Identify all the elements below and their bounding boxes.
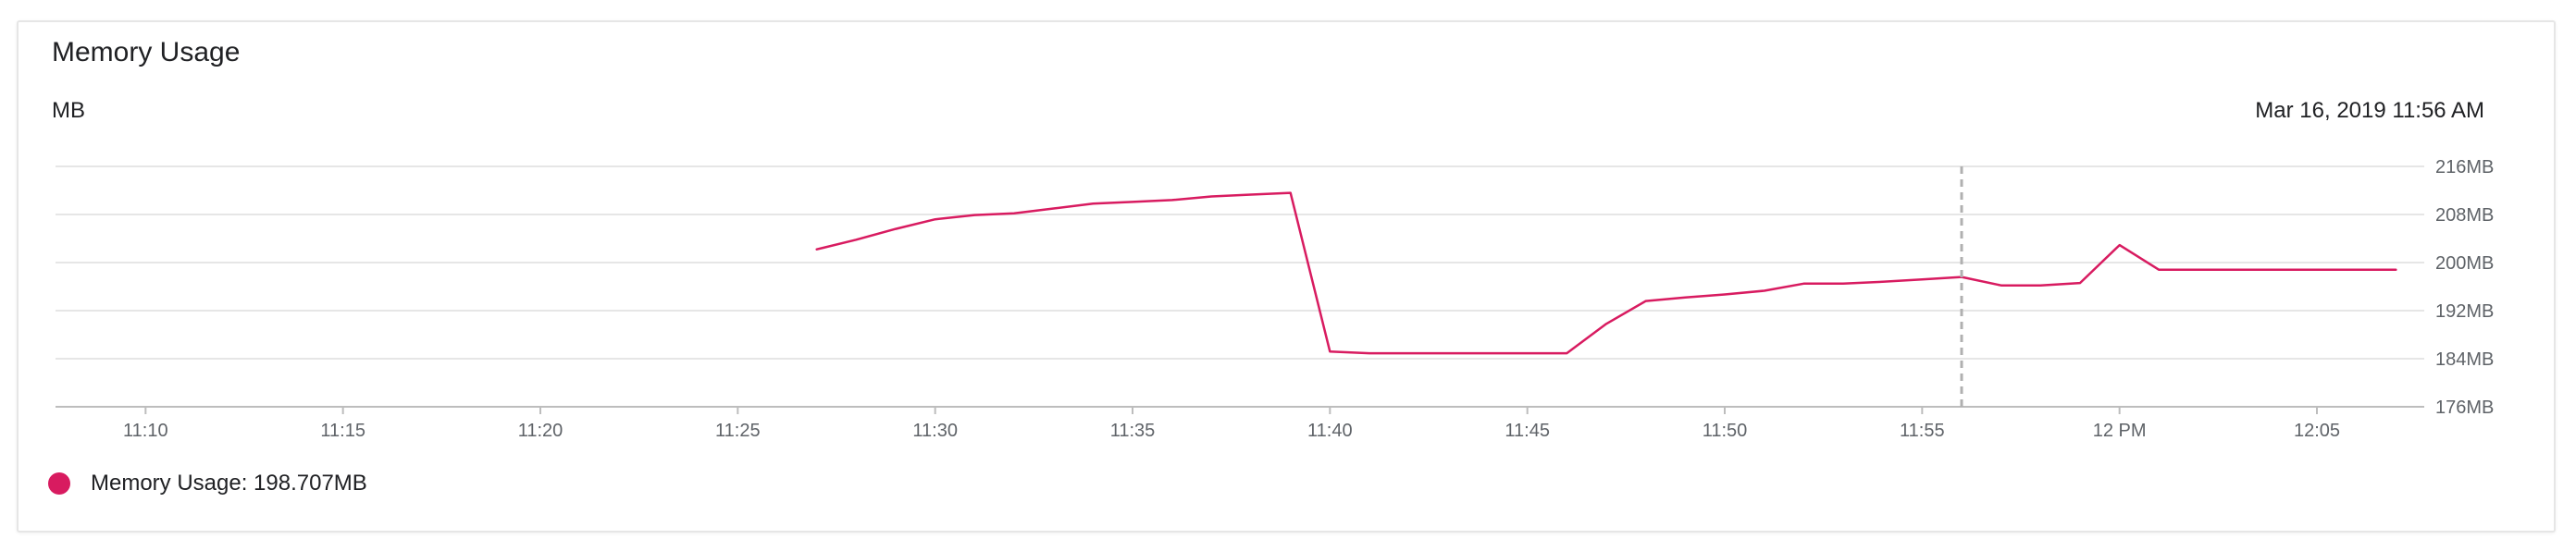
y-axis-ticks: 176MB 184MB 192MB 200MB 208MB 216MB	[2435, 157, 2494, 418]
x-tick-label: 12:05	[2294, 421, 2340, 441]
cursor-timestamp: Mar 16, 2019 11:56 AM	[2255, 98, 2484, 123]
memory-usage-card	[17, 20, 2556, 533]
data-point	[1446, 351, 1450, 355]
x-tick-label: 11:35	[1110, 421, 1156, 441]
data-point	[1170, 198, 1174, 202]
data-point	[1565, 351, 1568, 355]
x-tick-label: 11:25	[715, 421, 761, 441]
data-point	[2157, 268, 2161, 272]
grid-lines	[56, 165, 2424, 408]
data-point	[1289, 191, 1293, 195]
data-point	[2315, 268, 2319, 272]
unit-label: MB	[52, 98, 85, 123]
data-point	[1131, 200, 1134, 203]
data-point	[1052, 207, 1056, 211]
series-line	[815, 191, 2397, 355]
data-point	[1683, 296, 1687, 300]
data-point	[1407, 351, 1411, 355]
data-point	[1526, 351, 1530, 355]
y-tick-label: 216MB	[2435, 157, 2494, 178]
x-tick-label: 11:10	[123, 421, 168, 441]
x-tick-label: 11:55	[1900, 421, 1945, 441]
x-axis-ticks: 11:10 11:15 11:20 11:25 11:30 11:35 11:40 11:45…	[123, 407, 2340, 441]
data-point	[1486, 351, 1490, 355]
y-tick-label: 176MB	[2435, 398, 2494, 418]
data-point	[1012, 212, 1016, 215]
series-layer	[815, 191, 2397, 355]
data-point	[2275, 268, 2279, 272]
data-point	[1209, 195, 1213, 199]
data-point	[1723, 292, 1727, 296]
data-point	[1841, 282, 1845, 286]
y-tick-label: 208MB	[2435, 205, 2494, 226]
y-tick-label: 184MB	[2435, 349, 2494, 370]
data-point	[2038, 284, 2042, 288]
chart-title: Memory Usage	[52, 37, 241, 67]
data-point	[1091, 202, 1095, 205]
data-point	[2078, 281, 2082, 285]
x-tick-label: 11:30	[912, 421, 958, 441]
legend[interactable]: Memory Usage: 198.707MB	[48, 471, 367, 496]
data-point	[894, 227, 898, 231]
x-tick-label: 11:15	[320, 421, 365, 441]
data-point	[972, 214, 976, 217]
data-point	[934, 217, 937, 221]
x-tick-label: 11:45	[1505, 421, 1550, 441]
legend-label: Memory Usage: 198.707MB	[91, 471, 367, 496]
data-point	[1881, 280, 1885, 284]
data-point	[2118, 243, 2122, 247]
x-tick-label: 11:20	[518, 421, 564, 441]
data-point	[1328, 349, 1331, 353]
data-point	[1368, 351, 1371, 355]
data-point	[1249, 193, 1253, 197]
data-point	[2000, 284, 2003, 288]
y-tick-label: 192MB	[2435, 301, 2494, 322]
x-tick-label: 11:40	[1307, 421, 1353, 441]
data-point	[1763, 289, 1766, 293]
data-point	[2197, 268, 2200, 272]
data-point	[854, 238, 858, 241]
data-point	[1644, 300, 1648, 303]
y-tick-label: 200MB	[2435, 253, 2494, 274]
legend-swatch	[48, 472, 70, 495]
data-point	[2355, 268, 2359, 272]
data-point	[2394, 268, 2397, 272]
data-point	[2236, 268, 2240, 272]
data-point	[1802, 282, 1805, 286]
data-point	[815, 248, 819, 251]
x-tick-label: 12 PM	[2093, 421, 2147, 441]
x-tick-label: 11:50	[1703, 421, 1748, 441]
data-point	[1604, 322, 1608, 325]
data-point	[1920, 277, 1924, 281]
